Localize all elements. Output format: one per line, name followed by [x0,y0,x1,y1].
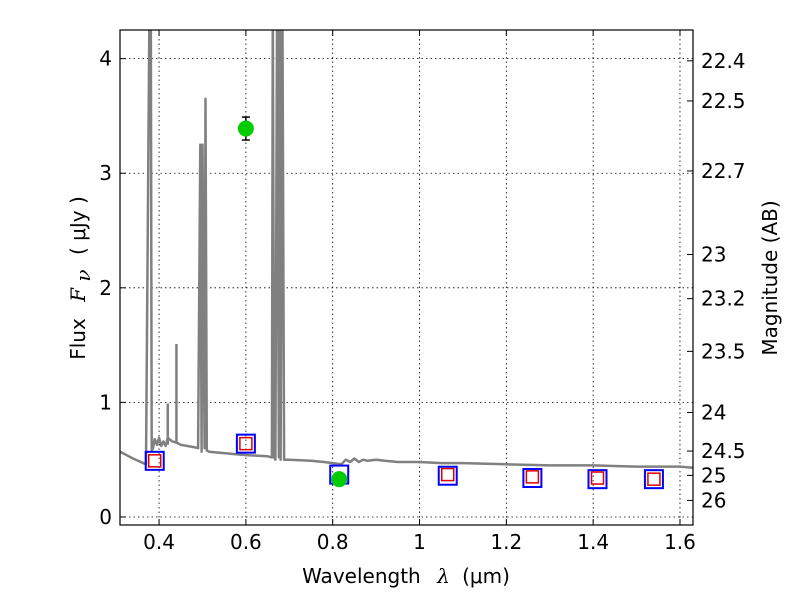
y2-tick-label: 22.5 [701,89,746,113]
x-tick-label: 1.2 [490,530,522,554]
y2-tick-label: 24 [701,400,726,424]
x-tick-label: 1.4 [577,530,609,554]
x-tick-label: 0.4 [143,530,175,554]
y2-tick-label: 22.4 [701,49,746,73]
model-photometry-point [522,468,543,489]
plot-background [120,30,693,525]
observed-detection-point [237,120,254,137]
y-tick-label: 0 [99,505,112,529]
grid [120,30,693,525]
plot-frame [119,29,694,526]
x-axis-label: Wavelength λ (μm) [302,564,510,588]
x-axis-symbol: λ [436,564,450,588]
y2-tick-label: 25 [701,463,726,487]
x-tick-label: 0.6 [230,530,262,554]
model-photometry-point [643,469,664,490]
x-axis-label-prefix: Wavelength [302,564,421,588]
y-tick-label: 3 [99,161,112,185]
observed-detection-point [331,471,348,488]
y-tick-label: 4 [99,47,112,71]
observed-limit-point [647,472,661,486]
model-photometry-point [235,433,256,454]
x-axis-unit: (μm) [462,564,510,588]
x-tick-label: 1 [413,530,426,554]
y-tick-label: 1 [99,390,112,414]
x-tick-label: 1.6 [664,530,696,554]
y2-axis-label: Magnitude (AB) [758,200,782,355]
plot-area [120,30,693,490]
observed-limit-point [147,454,162,468]
y2-tick-label: 23.5 [701,339,746,363]
model-photometry-point [587,469,608,490]
y-axis-label: Flux F ν ( μJy ) [66,196,95,360]
model-photometry-point [437,465,458,486]
y-axis-symbol: F [66,287,90,303]
observed-limit-point [440,467,455,482]
y2-tick-label: 22.7 [701,159,746,183]
x-tick-label: 0.8 [317,530,349,554]
observed-limit-point [525,470,540,484]
y-axis-label-prefix: Flux [66,318,90,360]
observed-limit-point [239,436,253,451]
y-axis-symbol-sub: ν [71,269,95,281]
y-axis-unit: ( μJy ) [66,196,90,255]
y2-tick-label: 26 [701,488,726,512]
model-photometry-point [144,450,165,471]
spectrum-line [120,30,693,469]
y2-tick-label: 24.5 [701,439,746,463]
y2-tick-label: 23 [701,242,726,266]
y-tick-label: 2 [99,276,112,300]
observed-limit-point [590,471,605,485]
y2-tick-label: 23.2 [701,287,746,311]
